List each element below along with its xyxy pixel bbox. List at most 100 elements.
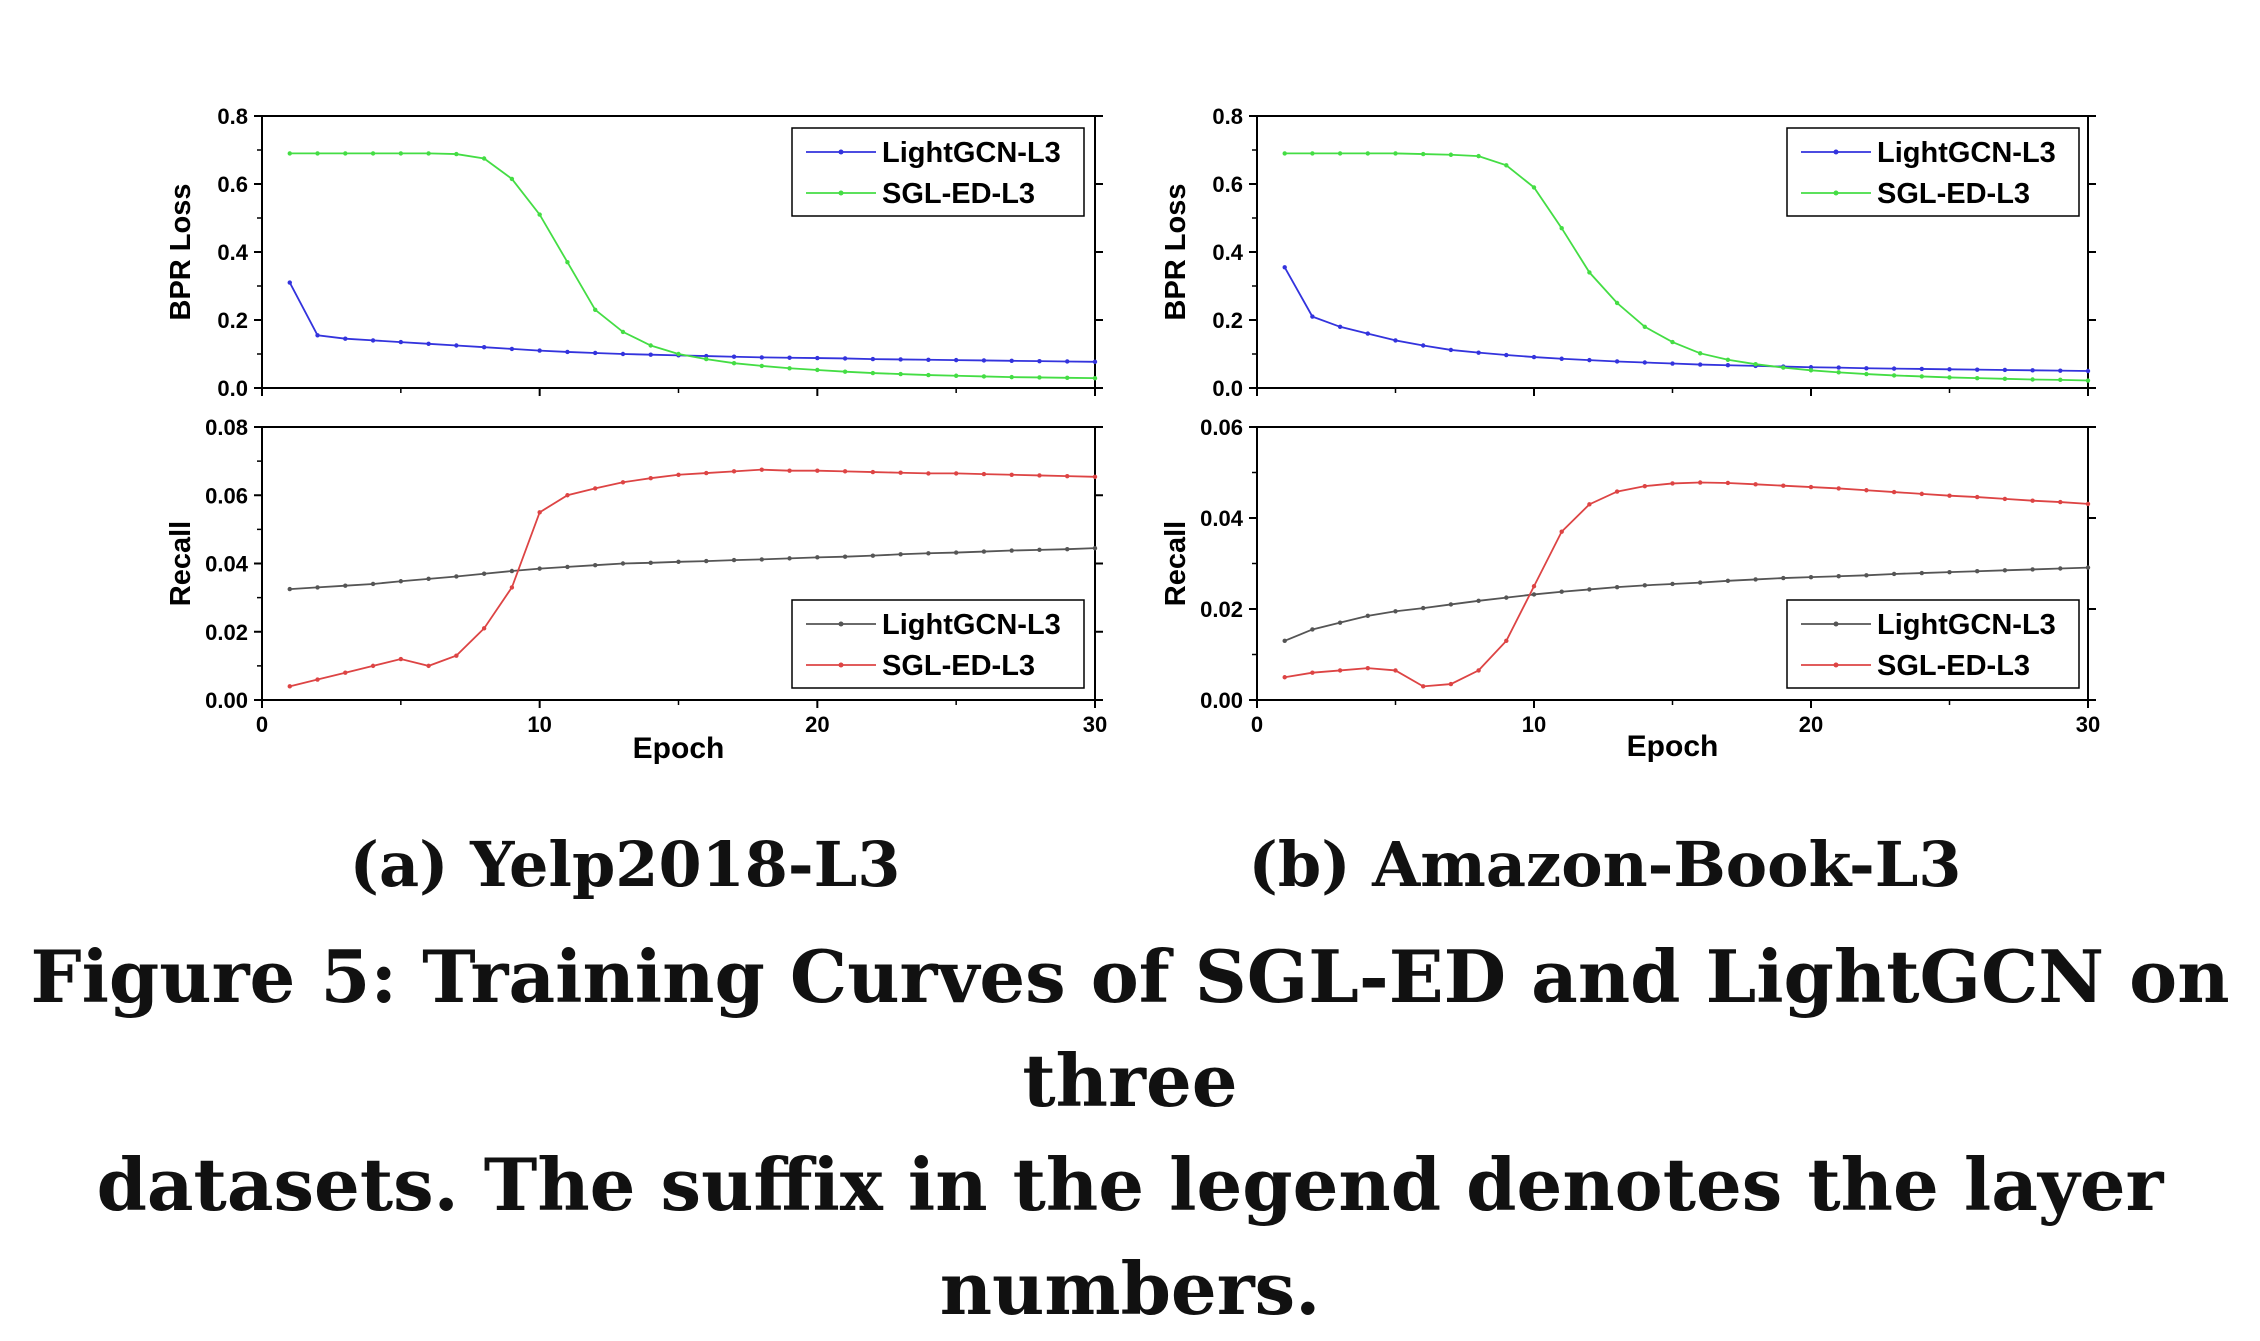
y-axis-label: BPR Loss — [1160, 184, 1192, 321]
data-point — [398, 151, 404, 156]
legend-label: SGL-ED-L3 — [1877, 650, 2030, 682]
data-point — [398, 656, 404, 662]
legend-label: SGL-ED-L3 — [882, 650, 1035, 682]
series-line-2 — [289, 152, 1096, 380]
legend: LightGCN-L3 SGL-ED-L3 — [1786, 127, 2080, 217]
data-point — [2030, 498, 2035, 503]
data-point — [1337, 324, 1343, 329]
data-point — [731, 360, 737, 366]
y-tick-label: 0.02 — [205, 620, 248, 645]
data-point — [1065, 375, 1070, 380]
data-point — [1891, 373, 1897, 378]
series-line-2 — [289, 468, 1096, 688]
legend: LightGCN-L3 SGL-ED-L3 — [1786, 599, 2080, 689]
data-point — [2058, 377, 2063, 383]
data-point — [593, 486, 598, 491]
data-point — [1614, 489, 1620, 494]
data-point — [426, 151, 431, 156]
data-point — [648, 352, 653, 357]
data-point — [759, 467, 764, 472]
data-point — [815, 367, 820, 373]
data-point — [1092, 375, 1098, 381]
y-tick-label: 0.4 — [1212, 240, 1243, 265]
data-point — [1476, 598, 1481, 604]
y-tick-label: 0.08 — [205, 415, 248, 440]
data-point — [1504, 163, 1509, 168]
data-point — [787, 468, 792, 473]
data-point — [370, 151, 376, 156]
x-tick-label: 20 — [1799, 712, 1823, 737]
data-point — [287, 280, 292, 285]
data-point — [1975, 569, 1980, 574]
legend-label: SGL-ED-L3 — [1877, 178, 2030, 210]
data-point — [1587, 502, 1592, 507]
data-point — [1781, 483, 1786, 488]
data-point — [454, 653, 459, 658]
x-axis-label: Epoch — [1627, 730, 1719, 763]
data-point — [1065, 359, 1070, 364]
data-point — [787, 355, 792, 360]
data-point — [1009, 358, 1014, 363]
data-point — [509, 346, 515, 352]
data-point — [343, 583, 348, 588]
legend-marker — [838, 190, 844, 196]
data-point — [842, 554, 848, 559]
data-point — [537, 510, 542, 515]
data-point — [1836, 574, 1841, 579]
data-point — [1531, 354, 1537, 360]
y-axis-label: Recall — [165, 521, 197, 606]
data-point — [648, 560, 653, 566]
y-tick-label: 0.0 — [217, 376, 248, 401]
data-point — [620, 561, 626, 566]
data-point — [731, 354, 737, 359]
y-tick-label: 0.04 — [205, 552, 249, 577]
y-tick-label: 0.0 — [1212, 376, 1243, 401]
data-point — [1065, 473, 1070, 479]
data-point — [1670, 581, 1675, 587]
data-point — [1282, 265, 1287, 270]
y-tick-label: 0.00 — [1200, 688, 1243, 713]
y-tick-label: 0.02 — [1200, 597, 1243, 622]
data-point — [926, 357, 931, 362]
chart-panel-4: 0.00 0.02 0.04 0.06 0 10 20 30 Recall Epoch LightG… — [1160, 415, 2100, 763]
data-point — [842, 469, 848, 474]
data-point — [1919, 366, 1925, 372]
data-point — [2058, 499, 2063, 505]
data-point — [2002, 568, 2008, 573]
data-point — [1037, 358, 1042, 364]
data-point — [1919, 374, 1925, 379]
data-point — [2002, 376, 2008, 382]
data-point — [842, 369, 848, 374]
data-point — [759, 355, 764, 360]
data-point — [1310, 151, 1315, 156]
data-point — [1947, 493, 1952, 498]
data-point — [481, 571, 487, 576]
legend-box — [791, 599, 1085, 689]
chart-panel-1: 0.0 0.2 0.4 0.6 0.8 BPR Loss LightGCN-L3 SGL-ED… — [165, 104, 1103, 401]
data-point — [1808, 368, 1814, 373]
data-point — [953, 357, 959, 363]
data-point — [537, 348, 542, 353]
data-point — [315, 333, 320, 338]
y-tick-label: 0.4 — [217, 240, 248, 265]
data-point — [1393, 151, 1398, 156]
legend-marker — [838, 621, 844, 627]
data-point — [704, 353, 709, 359]
data-point — [1836, 370, 1841, 375]
data-point — [426, 576, 431, 582]
data-point — [1092, 359, 1098, 365]
data-point — [426, 663, 431, 669]
data-point — [2030, 567, 2035, 572]
data-point — [1725, 363, 1731, 368]
data-point — [1975, 375, 1980, 381]
y-tick-label: 0.2 — [1212, 308, 1243, 333]
data-point — [593, 563, 598, 568]
data-point — [1365, 613, 1371, 619]
data-point — [676, 472, 681, 477]
data-point — [1310, 670, 1315, 675]
figure: 0.0 0.2 0.4 0.6 0.8 BPR Loss LightGCN-L3 SGL-ED… — [30, 104, 2229, 1331]
y-tick-label: 0.06 — [1200, 415, 1243, 440]
data-point — [287, 684, 292, 689]
data-point — [537, 566, 542, 571]
legend-label: LightGCN-L3 — [882, 137, 1061, 169]
